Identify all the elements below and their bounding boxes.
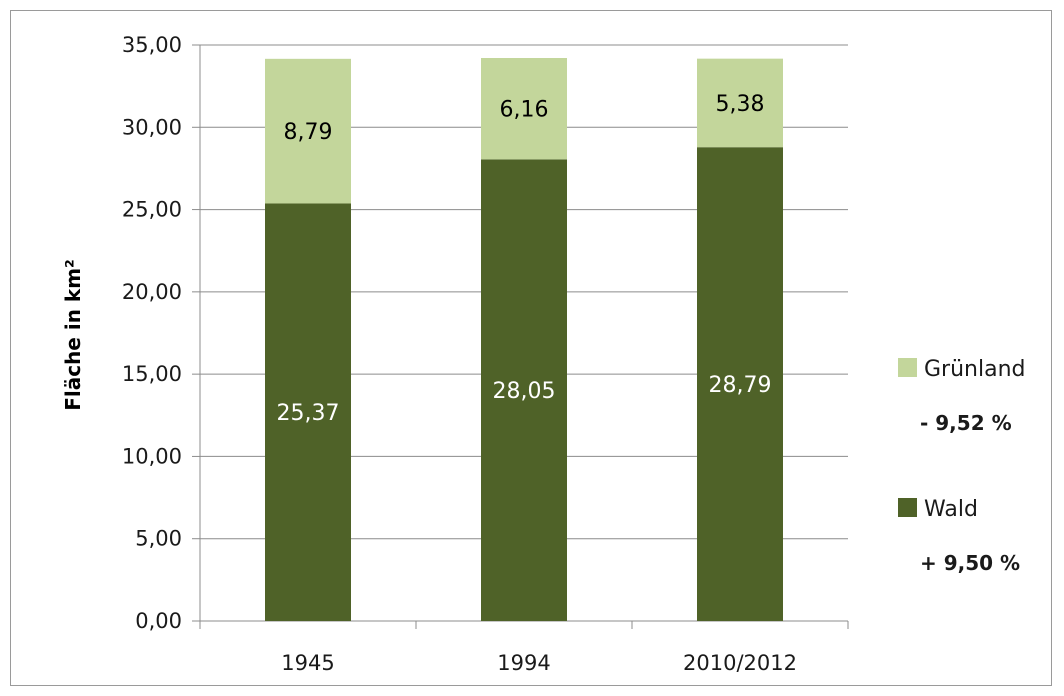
legend-label: Wald [924, 497, 978, 522]
bar-gr-nland [697, 58, 783, 148]
data-labels: 25,37 8,79 28,05 6,16 28,79 5,38 [277, 92, 772, 426]
data-label: 25,37 [277, 401, 340, 426]
y-tick-label: 15,00 [122, 362, 182, 386]
y-tick-label: 20,00 [122, 280, 182, 304]
x-tick-label: 1994 [497, 651, 550, 675]
x-tick-label: 1945 [281, 651, 334, 675]
legend-change: + 9,50 % [920, 551, 1020, 575]
y-tick-label: 0,00 [135, 609, 182, 633]
y-tick-label: 5,00 [135, 527, 182, 551]
legend-swatch [898, 498, 917, 517]
legend-swatch [898, 358, 917, 377]
bar-gr-nland [481, 58, 567, 160]
y-tick-label: 25,00 [122, 198, 182, 222]
bar-wald [265, 203, 351, 621]
data-label: 8,79 [284, 120, 333, 145]
data-label: 5,38 [716, 92, 765, 117]
legend: Grünland - 9,52 % Wald + 9,50 % [898, 357, 1025, 575]
data-label: 28,79 [709, 373, 772, 398]
y-tick-label: 10,00 [122, 444, 182, 468]
legend-label: Grünland [924, 357, 1025, 382]
bar-wald [481, 159, 567, 621]
legend-change: - 9,52 % [920, 411, 1012, 435]
data-label: 28,05 [493, 379, 556, 404]
y-axis-label: Fläche in km² [61, 259, 85, 411]
y-tick-label: 30,00 [122, 115, 182, 139]
bar-gr-nland [265, 58, 351, 204]
bar-wald [697, 147, 783, 621]
bars [265, 58, 783, 621]
x-tick-label: 2010/2012 [683, 651, 797, 675]
y-tick-label: 35,00 [122, 33, 182, 57]
data-label: 6,16 [500, 98, 549, 123]
